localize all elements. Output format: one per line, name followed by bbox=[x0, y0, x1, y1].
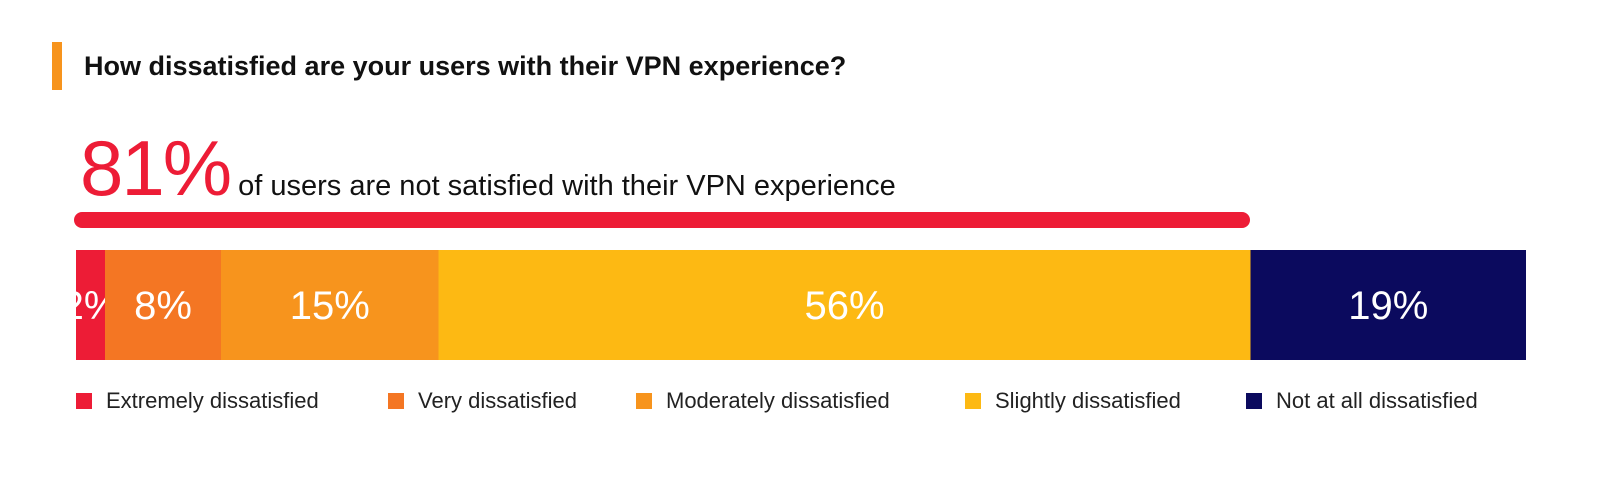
chart-title: How dissatisfied are your users with the… bbox=[84, 51, 847, 81]
legend-swatch bbox=[76, 393, 92, 409]
legend-swatch bbox=[965, 393, 981, 409]
legend-label: Extremely dissatisfied bbox=[106, 388, 319, 413]
bar-label-3: 15% bbox=[290, 284, 370, 328]
headline: 81% of users are not satisfied with their… bbox=[80, 128, 896, 208]
legend-item-5: Not at all dissatisfied bbox=[1246, 386, 1478, 416]
legend-swatch bbox=[636, 393, 652, 409]
legend-item-3: Moderately dissatisfied bbox=[636, 386, 890, 416]
bar-label-2: 8% bbox=[134, 284, 192, 328]
legend-item-2: Very dissatisfied bbox=[388, 386, 577, 416]
legend-label: Not at all dissatisfied bbox=[1276, 388, 1478, 413]
bar-label-4: 56% bbox=[804, 284, 884, 328]
annotation-bracket bbox=[74, 212, 1250, 228]
legend-swatch bbox=[1246, 393, 1262, 409]
bar-segment-5 bbox=[1250, 250, 1526, 360]
stacked-bar-chart: 2%8%15%56%19% bbox=[76, 250, 1526, 360]
legend-label: Slightly dissatisfied bbox=[995, 388, 1181, 413]
legend: Extremely dissatisfied Very dissatisfied M… bbox=[76, 386, 1526, 416]
bar-segment-2 bbox=[105, 250, 222, 360]
title-accent-bar bbox=[52, 42, 62, 90]
bar-segment-4 bbox=[438, 250, 1251, 360]
headline-text: of users are not satisfied with their VP… bbox=[238, 170, 896, 202]
bar-segment-1 bbox=[76, 250, 106, 360]
legend-swatch bbox=[388, 393, 404, 409]
bar-segment-3 bbox=[221, 250, 439, 360]
legend-item-1: Extremely dissatisfied bbox=[76, 386, 319, 416]
headline-stat: 81% bbox=[80, 124, 232, 212]
bar-label-5: 19% bbox=[1348, 284, 1428, 328]
legend-item-4: Slightly dissatisfied bbox=[965, 386, 1181, 416]
legend-label: Very dissatisfied bbox=[418, 388, 577, 413]
legend-label: Moderately dissatisfied bbox=[666, 388, 890, 413]
